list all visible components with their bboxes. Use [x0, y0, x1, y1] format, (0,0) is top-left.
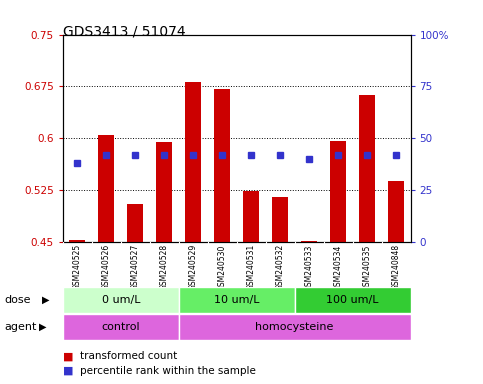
Text: ■: ■: [63, 366, 73, 376]
Bar: [330, 141, 346, 242]
Bar: [243, 192, 259, 242]
Bar: [301, 240, 317, 242]
Bar: [156, 142, 172, 242]
Text: GSM240529: GSM240529: [189, 244, 198, 290]
Text: percentile rank within the sample: percentile rank within the sample: [80, 366, 256, 376]
Text: GSM240527: GSM240527: [131, 244, 140, 290]
Bar: [128, 204, 143, 242]
Text: GSM240532: GSM240532: [276, 244, 284, 290]
Bar: [388, 181, 404, 242]
Text: GSM240534: GSM240534: [334, 244, 342, 291]
Bar: [70, 240, 85, 242]
Text: ▶: ▶: [42, 295, 50, 305]
Bar: [63, 314, 179, 340]
Text: homocysteine: homocysteine: [256, 322, 334, 332]
Bar: [272, 197, 288, 242]
Text: GSM240848: GSM240848: [392, 244, 400, 290]
Text: 0 um/L: 0 um/L: [101, 295, 140, 305]
Text: GSM240528: GSM240528: [160, 244, 169, 290]
Text: control: control: [101, 322, 140, 332]
Bar: [185, 81, 201, 242]
Bar: [63, 287, 179, 313]
Bar: [359, 95, 375, 242]
Text: 100 um/L: 100 um/L: [327, 295, 379, 305]
Bar: [214, 89, 230, 242]
Text: GSM240526: GSM240526: [102, 244, 111, 290]
Bar: [179, 314, 411, 340]
Text: ▶: ▶: [39, 322, 47, 332]
Text: GDS3413 / 51074: GDS3413 / 51074: [63, 25, 185, 39]
Bar: [179, 287, 295, 313]
Text: GSM240531: GSM240531: [247, 244, 256, 290]
Text: GSM240525: GSM240525: [73, 244, 82, 290]
Text: transformed count: transformed count: [80, 351, 177, 361]
Text: agent: agent: [5, 322, 37, 332]
Bar: [99, 135, 114, 242]
Text: GSM240535: GSM240535: [363, 244, 371, 291]
Bar: [295, 287, 411, 313]
Text: ■: ■: [63, 351, 73, 361]
Text: 10 um/L: 10 um/L: [214, 295, 259, 305]
Text: dose: dose: [5, 295, 31, 305]
Text: GSM240533: GSM240533: [305, 244, 313, 291]
Text: GSM240530: GSM240530: [218, 244, 227, 291]
